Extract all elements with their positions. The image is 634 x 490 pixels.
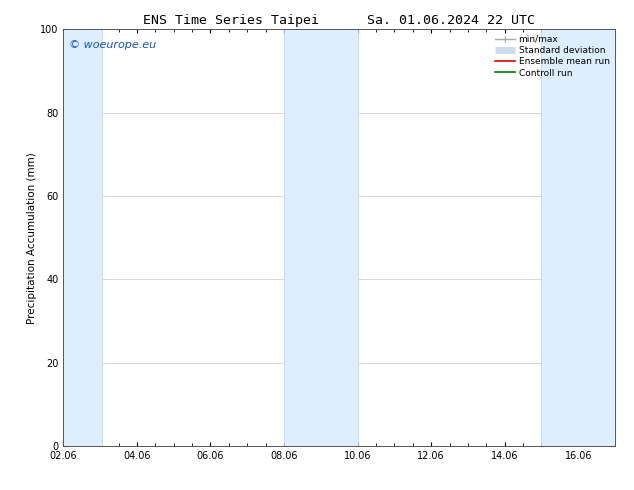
Y-axis label: Precipitation Accumulation (mm): Precipitation Accumulation (mm) (27, 152, 37, 323)
Bar (541, 29, 620, 446)
Bar (63, 29, 101, 446)
Bar (284, 29, 358, 446)
Title: ENS Time Series Taipei      Sa. 01.06.2024 22 UTC: ENS Time Series Taipei Sa. 01.06.2024 22… (143, 14, 535, 27)
Legend: min/max, Standard deviation, Ensemble mean run, Controll run: min/max, Standard deviation, Ensemble me… (493, 32, 612, 80)
Text: © woeurope.eu: © woeurope.eu (69, 40, 156, 50)
